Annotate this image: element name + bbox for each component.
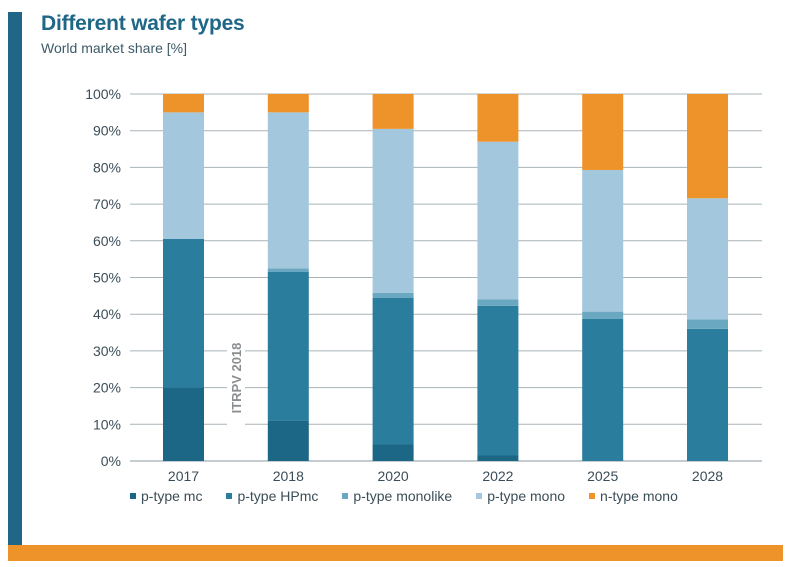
y-tick-label: 50% — [93, 270, 121, 286]
x-tick-label: 2020 — [378, 468, 409, 484]
y-tick-label: 10% — [93, 416, 121, 432]
y-tick-label: 70% — [93, 196, 121, 212]
itrpv-annotation: ITRPV 2018 — [229, 343, 244, 414]
y-tick-label: 80% — [93, 159, 121, 175]
bar-segment-p-type-mc-2017 — [163, 387, 204, 461]
bar-segment-p-type-monolike-2022 — [477, 299, 519, 306]
bar-segment-p-type-mc-2020 — [372, 444, 414, 461]
bar-segment-p-type-monolike-2018 — [267, 268, 309, 272]
bar-segment-n-type-mono-2018 — [267, 94, 309, 113]
bar-segment-p-type-hpmc-2018 — [267, 271, 309, 421]
bar-segment-n-type-mono-2028 — [687, 94, 728, 199]
bar-segment-n-type-mono-2022 — [477, 94, 519, 142]
legend-label: n-type mono — [600, 488, 678, 504]
bottom-accent-bar — [8, 545, 783, 561]
y-tick-label: 40% — [93, 306, 121, 322]
annotation-background — [227, 330, 245, 425]
legend-swatch — [476, 493, 483, 499]
bar-segment-p-type-monolike-2020 — [372, 292, 414, 298]
legend-item: n-type mono — [589, 488, 678, 504]
legend-item: p-type HPmc — [226, 488, 318, 504]
legend-item: p-type mc — [130, 488, 202, 504]
bar-segment-p-type-mono-2022 — [477, 141, 519, 300]
bar-segment-p-type-mono-2018 — [267, 112, 309, 269]
legend-label: p-type mono — [487, 488, 566, 504]
bar-segment-n-type-mono-2025 — [582, 94, 624, 170]
x-tick-label: 2025 — [587, 468, 618, 484]
bar-segment-p-type-mono-2028 — [687, 198, 728, 320]
legend-swatch — [226, 493, 233, 499]
legend-label: p-type HPmc — [237, 488, 319, 504]
y-tick-label: 100% — [85, 86, 121, 102]
gridlines — [130, 93, 762, 462]
x-tick-label: 2018 — [273, 468, 304, 484]
legend-label: p-type mc — [141, 488, 203, 504]
y-tick-label: 90% — [93, 123, 121, 139]
chart-title: Different wafer types — [41, 12, 245, 35]
legend-item: p-type monolike — [342, 488, 452, 504]
legend-item: p-type mono — [476, 488, 565, 504]
y-axis-ticks: 0% 10% 20% 30% 40% 50% 60% 70% 80% 90% 100% — [85, 86, 121, 469]
bar-segment-p-type-hpmc-2028 — [687, 328, 728, 461]
x-tick-label: 2022 — [482, 468, 513, 484]
x-tick-label: 2028 — [692, 468, 723, 484]
bar-segment-p-type-mono-2020 — [372, 128, 414, 293]
bar-segment-p-type-mono-2017 — [163, 112, 204, 239]
bar-segment-p-type-mc-2022 — [477, 455, 519, 461]
bar-segment-p-type-hpmc-2017 — [163, 238, 204, 388]
legend-swatch — [130, 493, 136, 499]
left-accent-bar — [8, 12, 22, 545]
bars — [163, 94, 728, 461]
bar-segment-p-type-hpmc-2020 — [372, 297, 414, 445]
y-tick-label: 30% — [93, 343, 121, 359]
y-tick-label: 0% — [101, 453, 121, 469]
bar-segment-p-type-hpmc-2025 — [582, 318, 624, 461]
chart-subtitle: World market share [%] — [41, 40, 188, 56]
x-tick-label: 2017 — [168, 468, 199, 484]
bar-segment-n-type-mono-2017 — [163, 94, 204, 113]
bar-segment-n-type-mono-2020 — [372, 94, 414, 129]
legend-swatch — [589, 493, 596, 499]
bar-segment-p-type-mono-2025 — [582, 169, 624, 312]
chart-legend: p-type mc p-type HPmc p-type monolike p-typ… — [130, 488, 702, 504]
annotation: ITRPV 2018 — [227, 330, 245, 425]
bar-segment-p-type-monolike-2025 — [582, 311, 624, 319]
legend-label: p-type monolike — [353, 488, 453, 504]
x-axis-ticks: 2017 2018 2020 2022 2025 2028 — [168, 468, 723, 484]
y-tick-label: 60% — [93, 233, 121, 249]
legend-swatch — [342, 493, 349, 499]
bar-segment-p-type-mc-2018 — [267, 420, 309, 461]
y-tick-label: 20% — [93, 380, 121, 396]
bar-segment-p-type-monolike-2028 — [687, 319, 728, 329]
bar-segment-p-type-hpmc-2022 — [477, 305, 519, 456]
